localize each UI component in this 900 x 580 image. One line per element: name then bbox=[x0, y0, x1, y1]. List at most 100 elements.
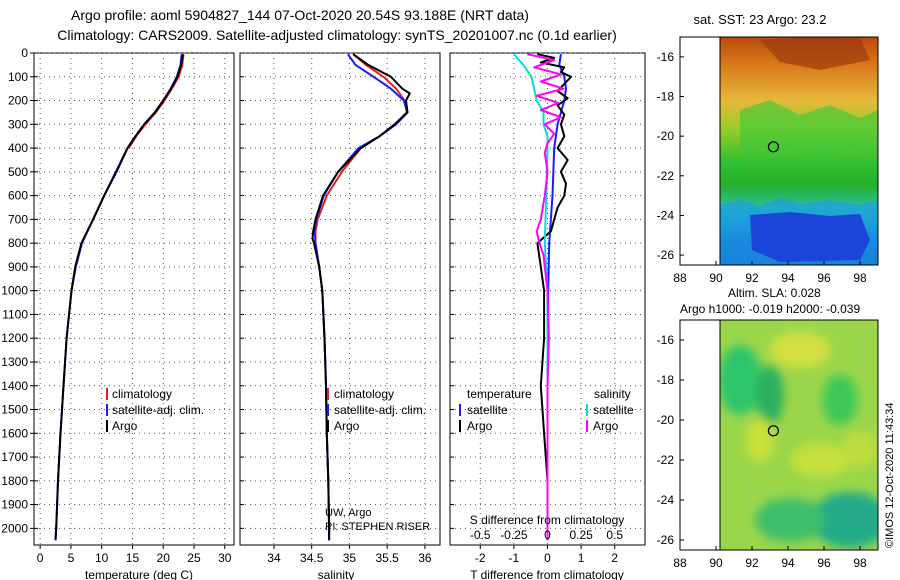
x-tick-label: 15 bbox=[126, 551, 140, 565]
temperature-x-ticks: 0 5 10 15 20 25 30 bbox=[37, 545, 232, 565]
depth-tick-label: 1200 bbox=[1, 331, 28, 345]
legend-argo-label: Argo bbox=[112, 419, 138, 433]
map-y-tick-label: -18 bbox=[657, 89, 675, 103]
legend-climatology-label: climatology bbox=[112, 387, 172, 401]
depth-tick-label: 300 bbox=[8, 117, 28, 131]
figure-title-line2: Climatology: CARS2009. Satellite-adjuste… bbox=[57, 27, 617, 43]
sla-low-blob bbox=[755, 498, 825, 542]
depth-tick-label: 1600 bbox=[1, 426, 28, 440]
depth-tick-label: 0 bbox=[21, 46, 28, 60]
map-y-tick-label: -24 bbox=[657, 208, 675, 222]
sla-field-border bbox=[719, 319, 879, 551]
legend-satellite-label: satellite-adj. clim. bbox=[112, 403, 204, 417]
temperature-series bbox=[54, 54, 185, 541]
map-x-tick-label: 88 bbox=[673, 271, 687, 285]
map-y-tick-label: -20 bbox=[657, 413, 675, 427]
series-s-argo bbox=[527, 53, 565, 541]
difference-legend: temperature salinity satellite Argo sate… bbox=[459, 387, 634, 433]
sla-map-title-line1: Altim. SLA: 0.028 bbox=[728, 286, 821, 300]
s-difference-label: S difference from climatology bbox=[470, 513, 625, 527]
series-argo bbox=[311, 53, 411, 541]
map-y-tick-label: -26 bbox=[657, 248, 675, 262]
depth-tick-label: 1500 bbox=[1, 403, 28, 417]
s-tick-label: -0.25 bbox=[500, 528, 528, 542]
map-y-tick-label: -16 bbox=[657, 50, 675, 64]
difference-panel: -2 -1 0 1 2 -0.5 -0.25 0 0.25 0.5 T difference f… bbox=[449, 52, 646, 580]
map-y-tick-label: -24 bbox=[657, 493, 675, 507]
difference-series bbox=[513, 53, 572, 541]
s-tick-label: 0.5 bbox=[606, 528, 623, 542]
sst-warm-patch bbox=[760, 37, 870, 70]
series-t-argo bbox=[536, 53, 572, 541]
imos-credit: ©IMOS 12-Oct-2020 11:43:34 bbox=[884, 403, 896, 548]
x-tick-label: -1 bbox=[509, 551, 520, 565]
x-tick-label: 0 bbox=[37, 551, 44, 565]
depth-tick-label: 400 bbox=[8, 141, 28, 155]
sla-high-blob bbox=[790, 444, 850, 476]
depth-tick-label: 800 bbox=[8, 236, 28, 250]
x-tick-label: 20 bbox=[157, 551, 171, 565]
map-x-tick-label: 88 bbox=[673, 556, 687, 570]
map-x-tick-label: 96 bbox=[817, 271, 831, 285]
depth-tick-label: 1300 bbox=[1, 355, 28, 369]
x-tick-label: 25 bbox=[187, 551, 201, 565]
salinity-legend: climatology satellite-adj. clim. Argo bbox=[327, 387, 426, 433]
x-tick-label: 34 bbox=[267, 551, 281, 565]
sst-map-field bbox=[720, 37, 878, 265]
sst-field-border bbox=[719, 36, 879, 266]
map-y-tick-label: -22 bbox=[657, 169, 675, 183]
s-tick-label: -0.5 bbox=[470, 528, 491, 542]
sla-map-field bbox=[720, 320, 878, 550]
x-tick-label: 1 bbox=[578, 551, 585, 565]
temperature-plot-frame bbox=[33, 52, 235, 546]
difference-s-ticks: -0.5 -0.25 0 0.25 0.5 bbox=[470, 528, 623, 542]
x-tick-label: 36 bbox=[418, 551, 432, 565]
map-x-tick-label: 90 bbox=[709, 271, 723, 285]
map-x-tick-label: 94 bbox=[781, 271, 795, 285]
legend-salinity-title: salinity bbox=[594, 387, 631, 401]
sla-low-blob bbox=[756, 365, 784, 425]
map-y-tick-label: -18 bbox=[657, 373, 675, 387]
difference-x-ticks: -2 -1 0 1 2 bbox=[475, 545, 618, 565]
depth-tick-label: 1700 bbox=[1, 450, 28, 464]
legend-s-argo-label: Argo bbox=[593, 419, 619, 433]
salinity-grid bbox=[240, 52, 440, 545]
sla-high-blob bbox=[746, 418, 774, 462]
temperature-x-label: temperature (deg C) bbox=[85, 568, 193, 580]
depth-tick-label: 1800 bbox=[1, 474, 28, 488]
map-y-tick-label: -20 bbox=[657, 129, 675, 143]
legend-t-satellite-label: satellite bbox=[467, 403, 508, 417]
map-y-tick-label: -22 bbox=[657, 453, 675, 467]
salinity-x-ticks: 34 34.5 35 35.5 36 bbox=[267, 545, 432, 565]
depth-tick-label: 200 bbox=[8, 94, 28, 108]
series-argo bbox=[54, 54, 184, 541]
figure-title-line1: Argo profile: aoml 5904827_144 07-Oct-20… bbox=[71, 7, 529, 23]
data-source-credit: UW, Argo bbox=[325, 507, 371, 519]
x-tick-label: -2 bbox=[475, 551, 486, 565]
difference-x-label: T difference from climatology bbox=[470, 568, 624, 580]
pi-credit: PI: STEPHEN RISER bbox=[325, 521, 430, 533]
depth-tick-label: 900 bbox=[8, 260, 28, 274]
map-x-tick-label: 98 bbox=[853, 556, 867, 570]
sla-high-blob bbox=[770, 332, 830, 368]
depth-tick-label: 1100 bbox=[2, 307, 28, 321]
s-tick-label: 0 bbox=[544, 528, 551, 542]
x-tick-label: 5 bbox=[68, 551, 75, 565]
depth-tick-label: 2000 bbox=[1, 521, 28, 535]
x-tick-label: 0 bbox=[544, 551, 551, 565]
map-y-tick-label: -26 bbox=[657, 533, 675, 547]
sst-green-band bbox=[740, 100, 878, 160]
salinity-x-label: salinity bbox=[318, 568, 355, 580]
legend-t-argo-label: Argo bbox=[467, 419, 493, 433]
map-x-tick-label: 90 bbox=[709, 556, 723, 570]
depth-tick-label: 600 bbox=[8, 189, 28, 203]
sla-map-panel: Altim. SLA: 0.028 Argo h1000: -0.019 h20… bbox=[657, 286, 879, 570]
sst-map-ticks: 88 90 92 94 96 98 -16 -18 -20 -22 -24 -26 bbox=[657, 50, 867, 285]
x-tick-label: 10 bbox=[95, 551, 109, 565]
map-y-tick-label: -16 bbox=[657, 333, 675, 347]
depth-axis: 0 100 200 300 400 500 600 700 800 900 1000 1100 1200… bbox=[1, 46, 34, 535]
sst-cold-patch bbox=[750, 212, 870, 262]
argo-location-marker bbox=[767, 425, 780, 437]
map-x-tick-label: 98 bbox=[853, 271, 867, 285]
